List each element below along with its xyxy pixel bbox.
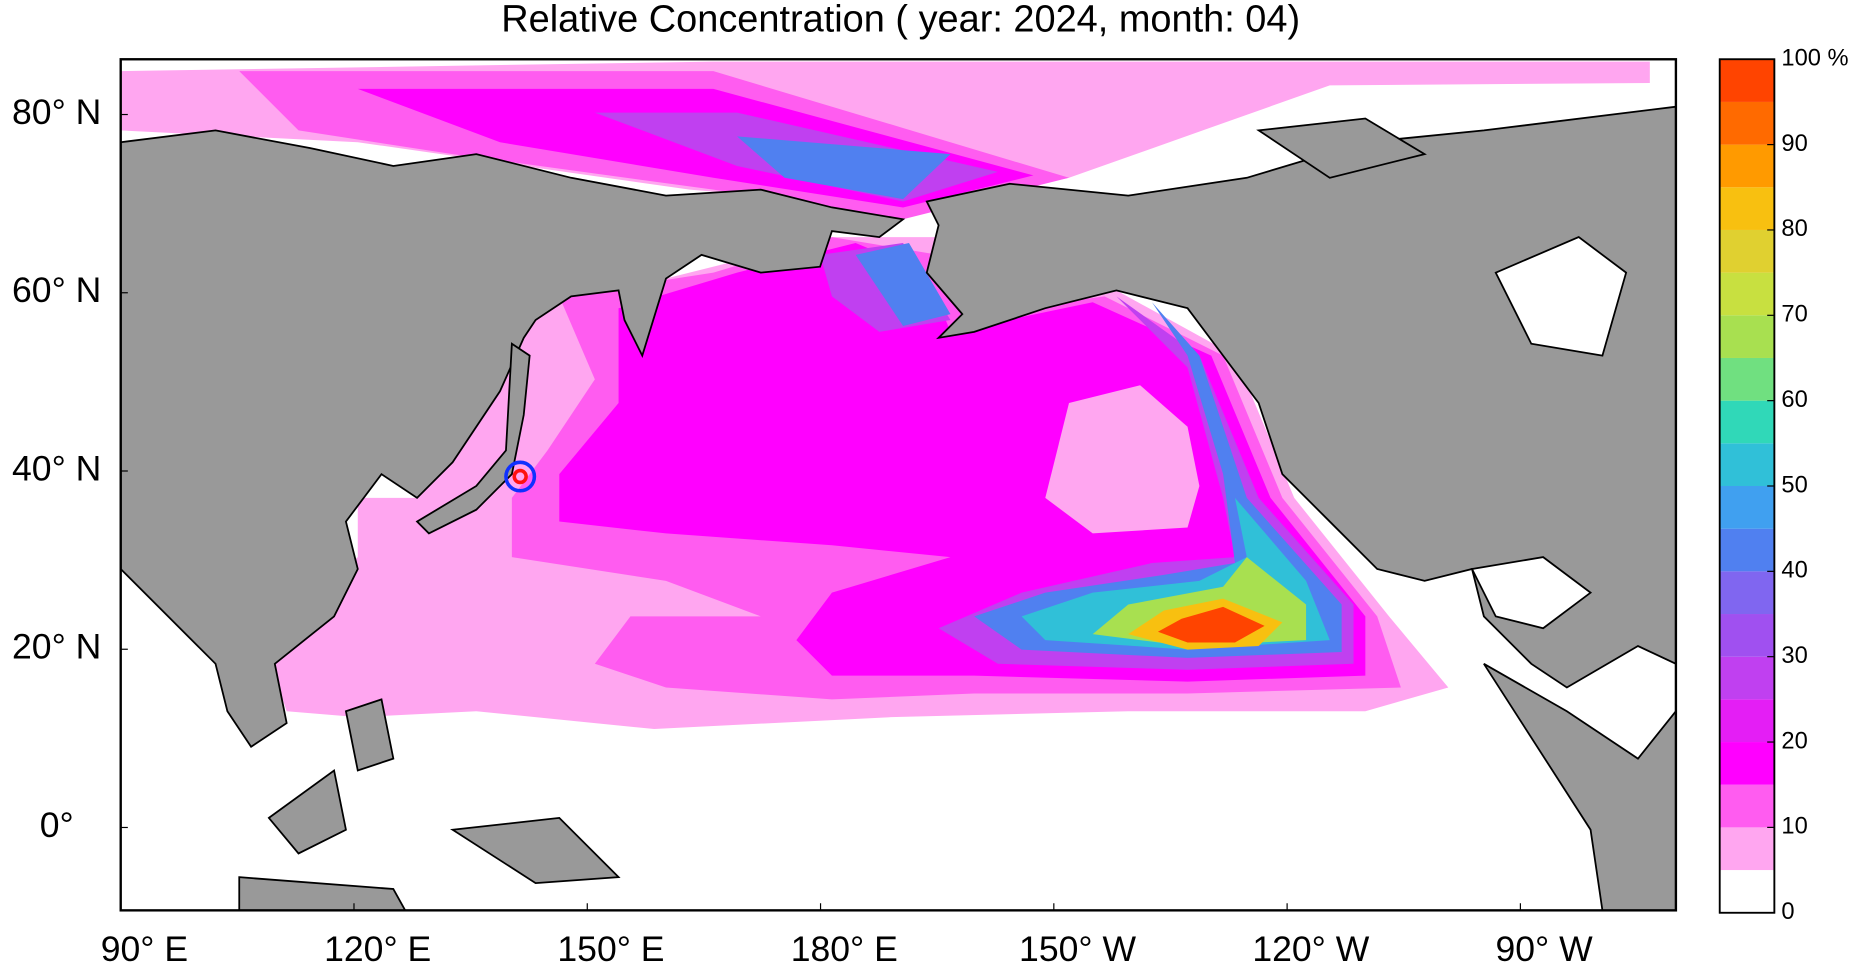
- hudson-bay: [1494, 236, 1628, 357]
- x-tick-label: 120° E: [324, 929, 431, 969]
- colorbar-bin: [1719, 571, 1775, 615]
- x-tick-label: 150° W: [1019, 929, 1136, 969]
- y-tick-label: 40° N: [12, 448, 101, 488]
- colorbar-tick-label: 60: [1781, 387, 1807, 413]
- x-tick-label: 90° E: [101, 929, 188, 969]
- colorbar-tick-label: 80: [1781, 216, 1807, 242]
- colorbar-tick-label: 0: [1781, 899, 1794, 925]
- colorbar-bin: [1719, 229, 1775, 273]
- colorbar-bin: [1719, 742, 1775, 785]
- map-area: [120, 59, 1676, 911]
- x-tick-label: 120° W: [1252, 929, 1369, 969]
- colorbar-tick-label: 20: [1781, 728, 1807, 754]
- x-tick-label: 150° E: [557, 929, 664, 969]
- source-marker-inner: [512, 468, 528, 485]
- colorbar-bin: [1719, 272, 1775, 316]
- colorbar-bin: [1719, 187, 1775, 230]
- colorbar-bin: [1719, 144, 1775, 188]
- colorbar-bin: [1719, 827, 1775, 871]
- concentration-40: [737, 136, 1342, 658]
- colorbar-bin: [1719, 699, 1775, 743]
- colorbar-bin: [1719, 784, 1775, 828]
- colorbar-bin: [1719, 59, 1775, 102]
- y-tick-label: 20° N: [12, 627, 101, 667]
- colorbar-bin: [1719, 443, 1775, 486]
- colorbar-bin: [1719, 614, 1775, 657]
- colorbar-bin: [1719, 656, 1775, 700]
- gulf-of-mexico: [1470, 556, 1593, 630]
- colorbar-bin: [1719, 870, 1775, 913]
- concentration-95: [1157, 606, 1265, 643]
- y-tick-label: 60° N: [12, 270, 101, 310]
- map-title: Relative Concentration ( year: 2024, mon…: [501, 0, 1300, 40]
- map-frame: [119, 58, 1678, 912]
- colorbar-bin: [1719, 357, 1775, 401]
- land: [120, 105, 1676, 911]
- colorbar-tick-label: 50: [1781, 472, 1807, 498]
- colorbar-tick-label: 90: [1781, 131, 1807, 157]
- colorbar-tick-label: 40: [1781, 558, 1807, 584]
- x-tick-label: 90° W: [1496, 929, 1594, 969]
- colorbar-bin: [1719, 486, 1775, 529]
- colorbar-bin: [1719, 528, 1775, 572]
- y-tick-label: 80° N: [12, 92, 101, 132]
- x-tick-label: 180° E: [791, 929, 898, 969]
- concentration-15: [357, 88, 1366, 682]
- source-marker-outer: [504, 460, 537, 493]
- colorbar-tick-label: 30: [1781, 643, 1807, 669]
- y-tick-label: 0°: [40, 805, 74, 845]
- colorbar-tick-label: 70: [1781, 302, 1807, 328]
- colorbar-bin: [1719, 101, 1775, 145]
- concentration-low-core: [1045, 385, 1200, 534]
- colorbar-bin: [1719, 315, 1775, 358]
- colorbar-tick-label: 100 %: [1781, 46, 1848, 72]
- colorbar-tick-label: 10: [1781, 814, 1807, 840]
- colorbar-bin: [1719, 400, 1775, 444]
